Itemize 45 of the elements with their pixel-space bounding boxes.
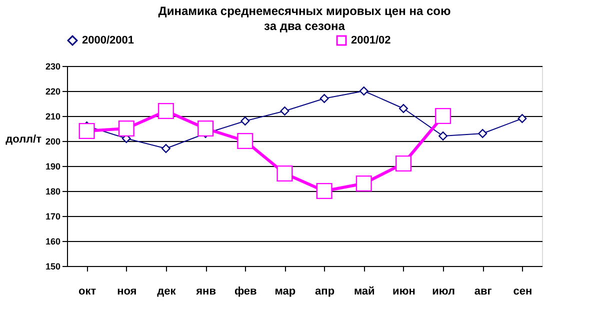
point [78,122,95,140]
y-axis-title: долл/т [6,134,42,146]
point [438,132,448,140]
x-tick-label: окт [78,286,97,298]
point [158,102,174,120]
point [198,120,214,137]
point [395,155,412,172]
x-tick-label: янв [196,286,216,298]
x-tick-label: июн [392,286,416,298]
y-tick-label: 220 [45,86,60,96]
y-tick-label: 150 [45,262,60,272]
legend-label: 2000/2001 [82,34,134,47]
point [518,114,527,123]
point [240,116,250,126]
point [398,104,408,113]
point [478,129,488,138]
x-tick-label: май [354,286,375,298]
chart-title: Динамика среднемесячных мировых цен на сою [158,4,451,18]
point [359,86,368,96]
y-tick-label: 210 [45,112,60,122]
y-tick-label: 170 [45,212,60,222]
legend-label: 2001/02 [351,34,391,47]
y-tick-label: 190 [45,162,60,172]
point [161,144,170,153]
y-tick-label: 180 [45,186,60,196]
y-tick-label: 200 [45,136,60,146]
point [320,94,329,103]
y-tick-label: 160 [45,236,60,246]
y-tick-label: 230 [45,62,60,72]
chart-subtitle: за два сезона [264,19,346,33]
point [237,132,254,150]
x-tick-label: дек [157,286,176,298]
x-tick-label: апр [315,286,335,298]
x-tick-label: мар [274,286,296,298]
point [316,182,332,200]
x-tick-label: июл [432,286,455,298]
point [356,175,372,192]
point [435,108,452,124]
point [118,120,134,137]
point [276,165,293,182]
point [280,106,290,116]
x-tick-label: сен [513,286,532,298]
x-tick-label: фев [234,286,258,298]
x-tick-label: ноя [117,286,137,298]
x-tick-label: авг [474,286,492,298]
